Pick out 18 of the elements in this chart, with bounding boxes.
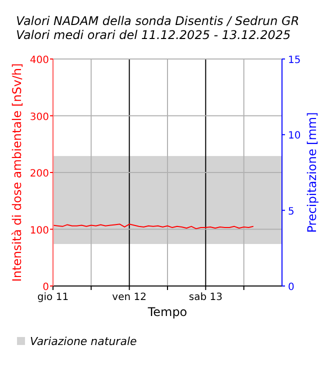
chart-subtitle: Valori medi orari del 11.12.2025 - 13.12.2025 <box>16 28 291 42</box>
x-tick-label: gio 11 <box>37 292 69 303</box>
y2-tick-label: 10 <box>288 130 301 142</box>
y-tick-label: 0 <box>42 282 49 293</box>
y2-axis-title: Precipitazione [mm] <box>305 112 319 233</box>
y2-tick-label: 15 <box>288 55 301 66</box>
y-tick-label: 200 <box>30 168 49 180</box>
y-tick-label: 300 <box>30 112 49 123</box>
y2-tick-label: 5 <box>288 206 294 218</box>
x-axis-title: Tempo <box>146 305 188 319</box>
x-tick-label: ven 12 <box>112 292 146 303</box>
y-tick-label: 400 <box>30 55 49 66</box>
legend-label: Variazione naturale <box>30 335 137 348</box>
chart-title: Valori NADAM della sonda Disentis / Sedrun GR <box>16 14 300 28</box>
y-axis-title: Intensità di dose ambientale [nSv/h] <box>10 63 24 282</box>
y-tick-label: 100 <box>30 225 49 236</box>
y2-tick-label: 0 <box>288 282 294 293</box>
x-tick-label: sab 13 <box>188 292 222 303</box>
